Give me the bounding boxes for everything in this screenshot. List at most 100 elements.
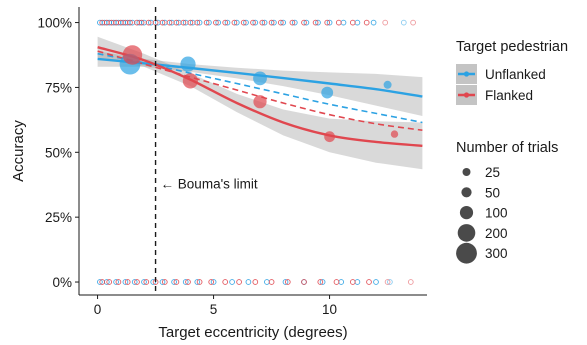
binned-mean-point-unflanked (180, 56, 196, 72)
legend-size-entries: 25 50 100 200 300 (456, 165, 508, 264)
raw-correct-point-flanked (410, 19, 416, 26)
legend-size-key-dot (461, 187, 472, 198)
raw-error-point-flanked (366, 279, 372, 285)
y-tick-label: 0% (52, 275, 72, 290)
raw-error-point-unflanked (387, 279, 393, 285)
raw-error-point-flanked (134, 279, 140, 285)
raw-error-point-unflanked (319, 279, 326, 285)
raw-correct-point-unflanked (243, 19, 249, 26)
raw-error-point-flanked (99, 279, 106, 285)
raw-error-point-unflanked (229, 279, 235, 285)
raw-correct-point-unflanked (315, 19, 321, 26)
raw-correct-point-flanked (335, 19, 342, 26)
legend-colour-key-dot (463, 71, 470, 77)
raw-correct-point-flanked (222, 19, 229, 26)
raw-error-point-unflanked (159, 279, 166, 285)
raw-correct-point-flanked (166, 19, 173, 26)
axes: 0 5 10 0% 25% 50% 75% 100% Target eccentricity… (10, 7, 427, 341)
y-axis-ticks: 0% 25% 50% 75% 100% (37, 16, 79, 290)
x-axis-ticks: 0 5 10 (94, 295, 337, 317)
raw-correct-point-flanked (250, 19, 256, 26)
raw-error-point-flanked (317, 279, 324, 285)
y-tick-label: 25% (45, 210, 72, 225)
raw-error-point-flanked (124, 279, 131, 285)
legend-colour-key-dot (463, 92, 470, 98)
raw-correct-point-unflanked (252, 19, 259, 26)
raw-correct-point-unflanked (326, 19, 333, 26)
binned-mean-point-unflanked (383, 80, 392, 89)
raw-correct-point-unflanked (370, 19, 377, 26)
raw-error-point-unflanked (113, 279, 119, 285)
raw-correct-point-flanked (145, 19, 152, 26)
raw-correct-point-unflanked (233, 19, 240, 26)
binned-mean-points (119, 45, 399, 143)
y-tick-label: 75% (45, 80, 72, 95)
raw-error-point-unflanked (182, 279, 189, 285)
y-axis-title: Accuracy (10, 120, 27, 182)
raw-error-point-flanked (161, 279, 168, 285)
raw-error-point-flanked (143, 279, 150, 285)
raw-correct-point-flanked (363, 19, 370, 26)
legend-colour-entries: Unflanked Flanked (456, 64, 546, 105)
raw-correct-point-flanked (259, 19, 266, 26)
raw-correct-point-flanked (127, 19, 133, 26)
plot-area: ← Bouma's limit (97, 7, 423, 295)
raw-error-point-flanked (185, 279, 191, 285)
x-tick-label: 10 (322, 302, 337, 317)
raw-correct-point-unflanked (303, 19, 310, 26)
x-axis-title: Target eccentricity (degrees) (158, 324, 347, 341)
raw-correct-point-unflanked (215, 19, 222, 26)
x-tick-label: 0 (94, 302, 102, 317)
raw-correct-point-flanked (138, 19, 145, 26)
legend-colour-label: Flanked (485, 88, 533, 103)
raw-correct-point-flanked (187, 19, 194, 26)
raw-error-point-flanked (222, 279, 229, 285)
raw-error-point-unflanked (245, 279, 252, 285)
fit-line-flanked (97, 46, 423, 147)
raw-error-point-unflanked (122, 279, 129, 285)
raw-error-point-unflanked (131, 279, 138, 285)
raw-error-point-unflanked (97, 279, 103, 285)
raw-correct-point-flanked (268, 19, 275, 26)
raw-error-point-flanked (208, 279, 215, 285)
dashed-fit-line-flanked (97, 50, 423, 131)
legend-size-key-dot (462, 168, 471, 176)
raw-correct-point-flanked (324, 19, 331, 26)
raw-error-point-flanked (284, 279, 291, 285)
binned-mean-point-unflanked (321, 86, 334, 99)
legend-size-label: 100 (485, 206, 508, 221)
legend-size-label: 25 (485, 165, 500, 180)
legend-size-title: Number of trials (456, 140, 558, 156)
y-tick-label: 100% (37, 16, 72, 31)
legend-size-key-dot (459, 206, 474, 220)
raw-correct-point-unflanked (291, 19, 298, 26)
raw-correct-point-unflanked (400, 19, 407, 26)
raw-correct-point-flanked (312, 19, 319, 26)
raw-error-point-flanked (115, 279, 122, 285)
binned-mean-point-flanked (253, 95, 267, 109)
raw-error-point-unflanked (171, 279, 177, 285)
raw-error-point-flanked (268, 279, 275, 285)
raw-error-point-flanked (384, 279, 391, 285)
raw-correct-point-unflanked (280, 19, 287, 26)
raw-correct-point-flanked (159, 19, 166, 26)
raw-correct-point-flanked (382, 19, 389, 26)
raw-correct-point-unflanked (224, 19, 231, 26)
raw-error-point-flanked (407, 279, 414, 285)
legend-colour-label: Unflanked (485, 67, 546, 82)
raw-correct-point-flanked (203, 19, 210, 26)
binned-mean-point-flanked (324, 131, 335, 143)
raw-correct-point-flanked (173, 19, 180, 26)
legend-size-key-dot (456, 242, 477, 264)
raw-correct-point-flanked (349, 19, 356, 26)
raw-correct-point-unflanked (196, 19, 203, 26)
raw-trial-points (97, 19, 416, 285)
raw-correct-point-flanked (240, 19, 247, 26)
raw-error-point-flanked (252, 279, 259, 285)
raw-error-point-flanked (236, 279, 242, 285)
raw-error-point-flanked (196, 279, 203, 285)
legend-size-label: 200 (485, 226, 508, 241)
legend-colour-title: Target pedestrian (456, 39, 568, 55)
legend-size-key-dot (457, 224, 476, 242)
legend-size-label: 50 (485, 185, 500, 200)
